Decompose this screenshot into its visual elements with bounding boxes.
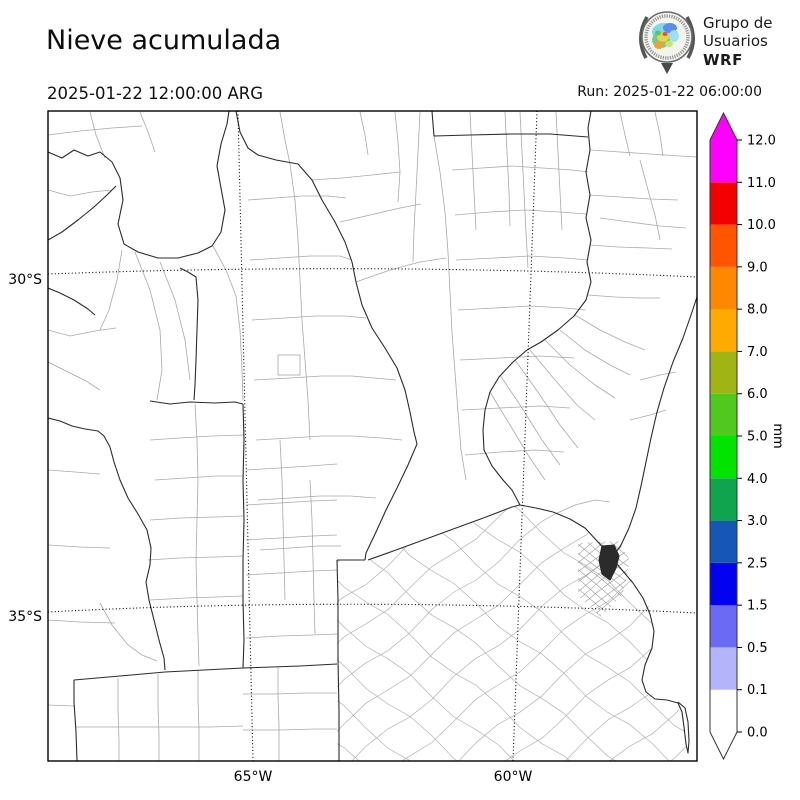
graticule-35s: [48, 603, 697, 614]
partido-boundary: [337, 677, 687, 761]
partido-boundary: [337, 587, 687, 761]
map-frame: [47, 110, 698, 762]
partido-boundary: [337, 570, 687, 761]
colorbar-tick-label: 10.0: [747, 218, 776, 233]
lon-label-65w: 65°W: [234, 769, 273, 785]
lon-label-60w: 60°W: [494, 769, 533, 785]
colorbar-segment: [710, 647, 737, 690]
partido-boundary: [578, 541, 630, 591]
colorbar-segment: [710, 140, 737, 183]
colorbar-tick-label: 1.5: [747, 599, 768, 614]
colorbar-segment: [710, 605, 737, 648]
colorbar-unit-label: mm: [770, 423, 785, 448]
colorbar-tick-label: 4.0: [747, 472, 768, 487]
map-field: [48, 111, 697, 761]
colorbar-tick-label: 12.0: [747, 134, 776, 149]
colorbar-segment: [710, 689, 737, 732]
colorbar-tick-label: 0.5: [747, 641, 768, 656]
lat-label-35s: 35°S: [8, 609, 42, 625]
province-boundaries: [48, 111, 697, 761]
partido-boundary: [337, 505, 687, 694]
partido-boundary: [337, 505, 687, 761]
partido-boundary: [337, 505, 687, 637]
partido-boundary: [337, 505, 687, 681]
colorbar-segment: [710, 393, 737, 436]
colorbar-segment: [710, 351, 737, 394]
partido-boundary: [578, 541, 630, 600]
lat-label-30s: 30°S: [8, 272, 42, 288]
colorbar-segment: [710, 478, 737, 521]
colorbar-tick-label: 2.5: [747, 556, 768, 571]
colorbar-segment: [710, 520, 737, 563]
logo-line2: Usuarios: [703, 32, 768, 51]
partido-boundary: [578, 568, 630, 617]
partido-boundary: [337, 609, 687, 761]
logo-laurel-left: [639, 16, 649, 59]
colorbar-tick-label: 9.0: [747, 260, 768, 275]
colorbar-tick-label: 0.1: [747, 683, 768, 698]
partido-boundary: [578, 560, 630, 617]
run-time-label: Run: 2025-01-22 06:00:00: [577, 84, 762, 100]
valid-time-label: 2025-01-22 12:00:00 ARG: [47, 84, 264, 103]
colorbar-segment: [710, 224, 737, 267]
colorbar-tick-label: 8.0: [747, 303, 768, 318]
department-boundaries: [48, 111, 697, 761]
graticule: [48, 111, 697, 761]
partido-boundary: [337, 632, 687, 761]
partido-boundary: [337, 505, 687, 722]
colorbar-segment: [710, 309, 737, 352]
page-title: Nieve acumulada: [46, 25, 282, 56]
logo-line3: WRF: [703, 50, 743, 69]
colorbar-segment: [710, 436, 737, 479]
logo-laurel-right: [685, 16, 695, 59]
wrf-logo-icon: [639, 11, 695, 74]
colorbar-tick-label: 7.0: [747, 345, 768, 360]
partido-boundary: [337, 691, 687, 761]
partido-boundary: [578, 548, 630, 617]
partido-boundary: [337, 649, 687, 761]
colorbar: 0.0 0.1 0.5 1.5 2.5 3.0 4.0 5.0 6.0 7.0 8.0 9.0 10.0…: [709, 111, 776, 761]
colorbar-segment: [710, 266, 737, 310]
logo-line1: Grupo de: [703, 14, 773, 32]
colorbar-tick-label: 6.0: [747, 387, 768, 402]
colorbar-segment: [710, 562, 737, 606]
colorbar-tick-label: 3.0: [747, 514, 768, 529]
partido-boundary: [337, 505, 687, 652]
partido-boundary: [337, 530, 687, 761]
colorbar-tick-label: 0.0: [747, 726, 768, 741]
partido-boundary: [337, 543, 687, 761]
colorbar-over-arrow: [710, 113, 737, 140]
logo-weather-field: [652, 23, 679, 49]
partido-boundary: [337, 505, 687, 739]
logo-text: Grupo de Usuarios WRF: [703, 14, 773, 69]
colorbar-under-arrow: [710, 732, 737, 759]
partido-boundary: [578, 541, 630, 578]
colorbar-segment: [710, 182, 737, 225]
logo-ribbon: [661, 63, 673, 74]
colorbar-tick-label: 11.0: [747, 176, 776, 191]
partido-boundary: [578, 578, 630, 617]
partido-boundary: [578, 541, 630, 583]
colorbar-tick-label: 5.0: [747, 430, 768, 445]
